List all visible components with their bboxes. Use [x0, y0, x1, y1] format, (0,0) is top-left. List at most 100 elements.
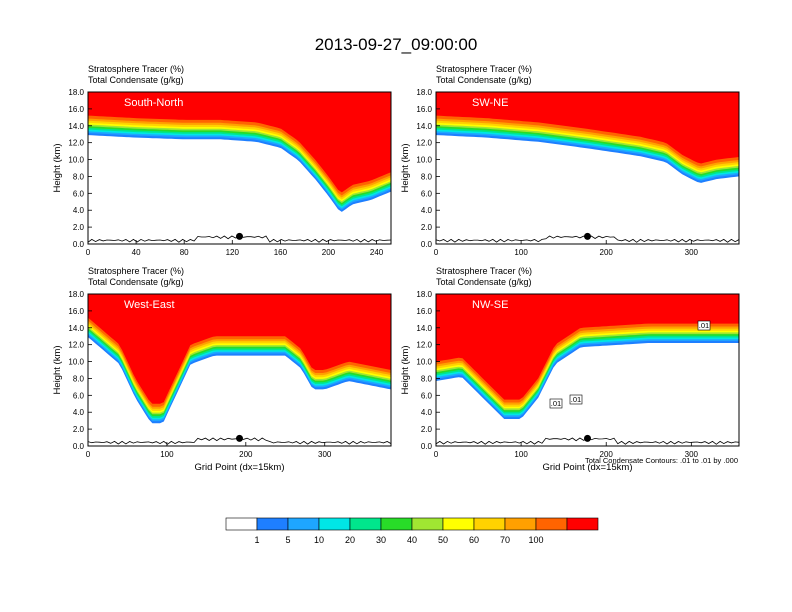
ytick-label: 6.0: [73, 391, 85, 400]
plot-frame: [87, 91, 392, 245]
colorbar-label: 30: [376, 535, 386, 545]
plot-frame: [87, 293, 392, 447]
station-marker: [584, 232, 591, 240]
colorbar-label: 10: [314, 535, 324, 545]
ytick-label: 8.0: [73, 374, 85, 383]
panel-title-line1: Stratosphere Tracer (%): [436, 266, 532, 276]
ytick-label: 4.0: [421, 408, 433, 417]
colorbar-label: 20: [345, 535, 355, 545]
xtick-label: 100: [160, 450, 174, 459]
xtick-label: 100: [514, 248, 528, 257]
station-marker: [236, 434, 243, 442]
colorbar-label: 100: [528, 535, 543, 545]
ytick-label: 18.0: [416, 88, 432, 97]
ytick-label: 12.0: [416, 139, 432, 148]
ytick-label: 4.0: [73, 206, 85, 215]
xlabel: Grid Point (dx=15km): [194, 462, 284, 473]
ytick-label: 14.0: [416, 122, 432, 131]
xtick-label: 80: [180, 248, 189, 257]
ytick-label: 0.0: [73, 240, 85, 249]
ytick-label: 16.0: [68, 105, 84, 114]
panel-title-line2: Total Condensate (g/kg): [436, 277, 532, 287]
colorbar-swatch: [473, 517, 506, 531]
plot-frame: [435, 293, 740, 447]
colorbar: 1 5 10 20 30 40 50 60 70 100: [225, 517, 599, 545]
tracer-band-0: [436, 294, 739, 400]
tracer-band-0: [436, 92, 739, 164]
station-marker: [584, 434, 591, 442]
tracer-field: [436, 92, 739, 243]
xtick-label: 0: [434, 450, 439, 459]
colorbar-swatch: [287, 517, 320, 531]
ytick-label: 14.0: [416, 324, 432, 333]
xtick-label: 100: [514, 450, 528, 459]
xtick-label: 300: [318, 450, 332, 459]
ytick-label: 16.0: [68, 307, 84, 316]
xtick-label: 300: [685, 450, 699, 459]
panel-title-line2: Total Condensate (g/kg): [436, 75, 532, 85]
colorbar-swatch: [504, 517, 537, 531]
ytick-label: 12.0: [68, 139, 84, 148]
ytick-label: 4.0: [73, 408, 85, 417]
station-marker: [236, 232, 243, 240]
ytick-label: 8.0: [421, 172, 433, 181]
colorbar-swatch: [380, 517, 413, 531]
colorbar-swatch: [318, 517, 351, 531]
ytick-label: 18.0: [68, 88, 84, 97]
colorbar-swatch: [225, 517, 258, 531]
ylabel: Height (km): [52, 345, 63, 394]
tracer-band-0: [88, 294, 391, 404]
ytick-label: 4.0: [421, 206, 433, 215]
xtick-label: 200: [322, 248, 336, 257]
contour-label: .01: [551, 399, 561, 408]
xtick-label: 40: [132, 248, 141, 257]
ytick-label: 18.0: [68, 290, 84, 299]
colorbar-swatch: [566, 517, 599, 531]
colorbar-swatch: [349, 517, 382, 531]
panel-title-line1: Stratosphere Tracer (%): [88, 64, 184, 74]
colorbar-label: 50: [438, 535, 448, 545]
ytick-label: 2.0: [421, 425, 433, 434]
xtick-label: 0: [86, 248, 91, 257]
ytick-label: 2.0: [73, 425, 85, 434]
xtick-label: 240: [370, 248, 384, 257]
xtick-label: 160: [274, 248, 288, 257]
ytick-label: 16.0: [416, 307, 432, 316]
panel-west-east: West-East Stratosphere Tracer (%)Total Co…: [52, 266, 392, 473]
panel-title-line1: Stratosphere Tracer (%): [88, 266, 184, 276]
ytick-label: 14.0: [68, 122, 84, 131]
plot-frame: [435, 91, 740, 245]
ytick-label: 10.0: [416, 358, 432, 367]
ytick-label: 16.0: [416, 105, 432, 114]
ytick-label: 2.0: [421, 223, 433, 232]
contour-label-box: [569, 394, 583, 405]
panel-label: South-North: [124, 97, 183, 109]
colorbar-swatch: [411, 517, 444, 531]
xtick-label: 200: [600, 248, 614, 257]
panel-title-line1: Stratosphere Tracer (%): [436, 64, 532, 74]
panel-title-line2: Total Condensate (g/kg): [88, 75, 184, 85]
tracer-field: [436, 294, 739, 445]
colorbar-label: 1: [254, 535, 259, 545]
xtick-label: 300: [685, 248, 699, 257]
xtick-label: 120: [226, 248, 240, 257]
ytick-label: 8.0: [421, 374, 433, 383]
ytick-label: 18.0: [416, 290, 432, 299]
ylabel: Height (km): [400, 143, 411, 192]
tracer-field: [88, 294, 391, 445]
panel-label: SW-NE: [472, 97, 508, 109]
ytick-label: 12.0: [416, 341, 432, 350]
ytick-label: 10.0: [68, 156, 84, 165]
ytick-label: 14.0: [68, 324, 84, 333]
panel-label: NW-SE: [472, 299, 508, 311]
tracer-field: [88, 92, 391, 243]
panel-nw-se: NW-SE Stratosphere Tracer (%)Total Conden…: [400, 266, 740, 473]
colorbar-label: 60: [469, 535, 479, 545]
figure-title: 2013-09-27_09:00:00: [315, 35, 478, 54]
ytick-label: 10.0: [68, 358, 84, 367]
contour-label: .01: [571, 395, 581, 404]
colorbar-label: 70: [500, 535, 510, 545]
ytick-label: 8.0: [73, 172, 85, 181]
